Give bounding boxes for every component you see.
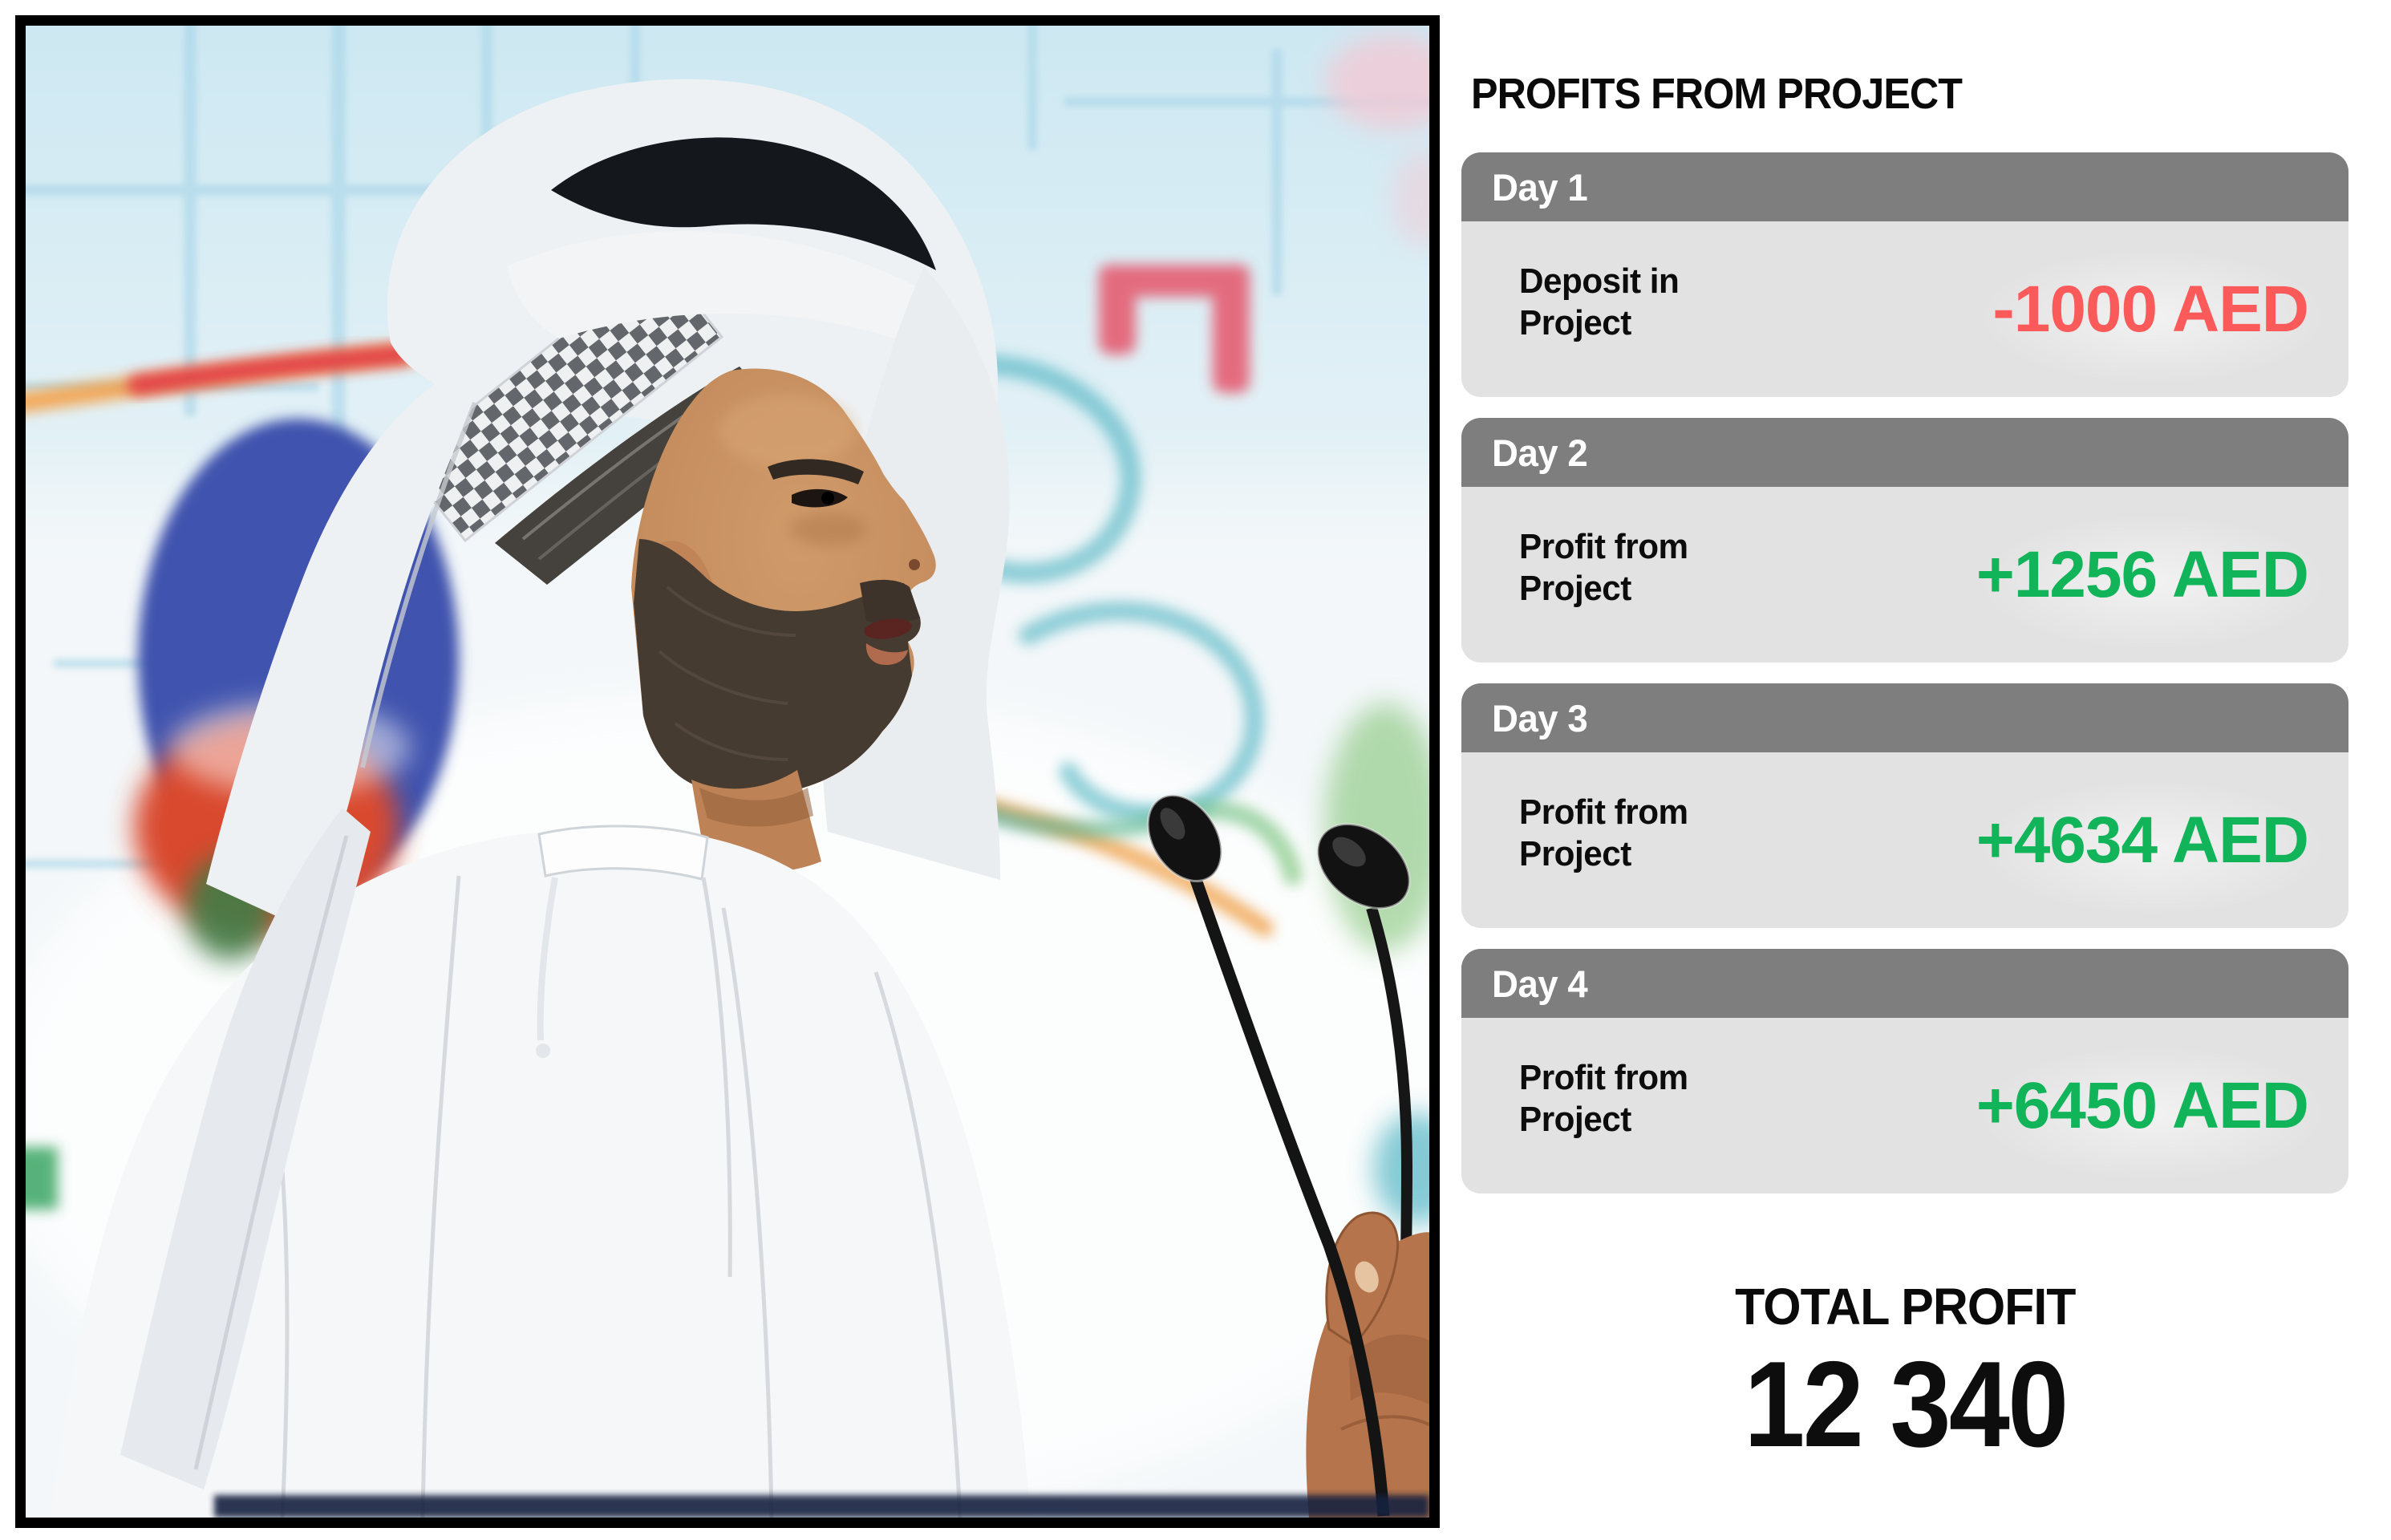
day-card-4-body: Profit from Project +6450 AED (1461, 1018, 2348, 1194)
day-card-4-title: Day 4 (1492, 962, 1588, 1005)
speaker-figure (50, 79, 1030, 1518)
panel-title: PROFITS FROM PROJECT (1471, 70, 1963, 118)
total-profit-label: TOTAL PROFIT (1734, 1278, 2076, 1335)
day-card-3-body: Profit from Project +4634 AED (1461, 752, 2348, 928)
microphone-left (1146, 793, 1390, 1517)
day-card-2-body: Profit from Project +1256 AED (1461, 487, 2348, 663)
day-card-4-amount: +6450 AED (1976, 1068, 2309, 1142)
profits-panel: PROFITS FROM PROJECT Day 1 Deposit in Pr… (1461, 0, 2348, 1540)
day-card-2: Day 2 Profit from Project +1256 AED (1461, 418, 2348, 663)
day-card-2-title: Day 2 (1492, 431, 1588, 474)
table-edge (214, 1495, 1429, 1518)
day-card-3: Day 3 Profit from Project +4634 AED (1461, 683, 2348, 928)
day-card-3-title: Day 3 (1492, 696, 1588, 740)
total-profit-value: 12 340 (1743, 1336, 2069, 1473)
green-stripe (26, 1147, 58, 1210)
day-card-1-label: Deposit in Project (1519, 261, 1680, 342)
day-card-1-body: Deposit in Project -1000 AED (1461, 221, 2348, 397)
day-card-4-label: Profit from Project (1519, 1057, 1688, 1139)
day-card-3-label: Profit from Project (1519, 792, 1688, 873)
day-card-3-header: Day 3 (1461, 683, 2348, 752)
day-card-2-amount: +1256 AED (1976, 537, 2309, 611)
day-card-1-amount: -1000 AED (1992, 272, 2309, 346)
music-note-shape (1099, 265, 1250, 393)
day-card-1-header: Day 1 (1461, 152, 2348, 221)
speaker-photo (15, 15, 1440, 1528)
day-card-1: Day 1 Deposit in Project -1000 AED (1461, 152, 2348, 397)
speaker-photo-illustration (26, 26, 1429, 1518)
day-card-4-header: Day 4 (1461, 949, 2348, 1018)
speaker-face (631, 368, 936, 796)
day-card-3-amount: +4634 AED (1976, 803, 2309, 877)
day-card-1-title: Day 1 (1492, 165, 1588, 209)
speaker-beard (634, 539, 921, 796)
day-card-4: Day 4 Profit from Project +6450 AED (1461, 949, 2348, 1194)
day-card-2-label: Profit from Project (1519, 526, 1688, 608)
day-card-2-header: Day 2 (1461, 418, 2348, 487)
